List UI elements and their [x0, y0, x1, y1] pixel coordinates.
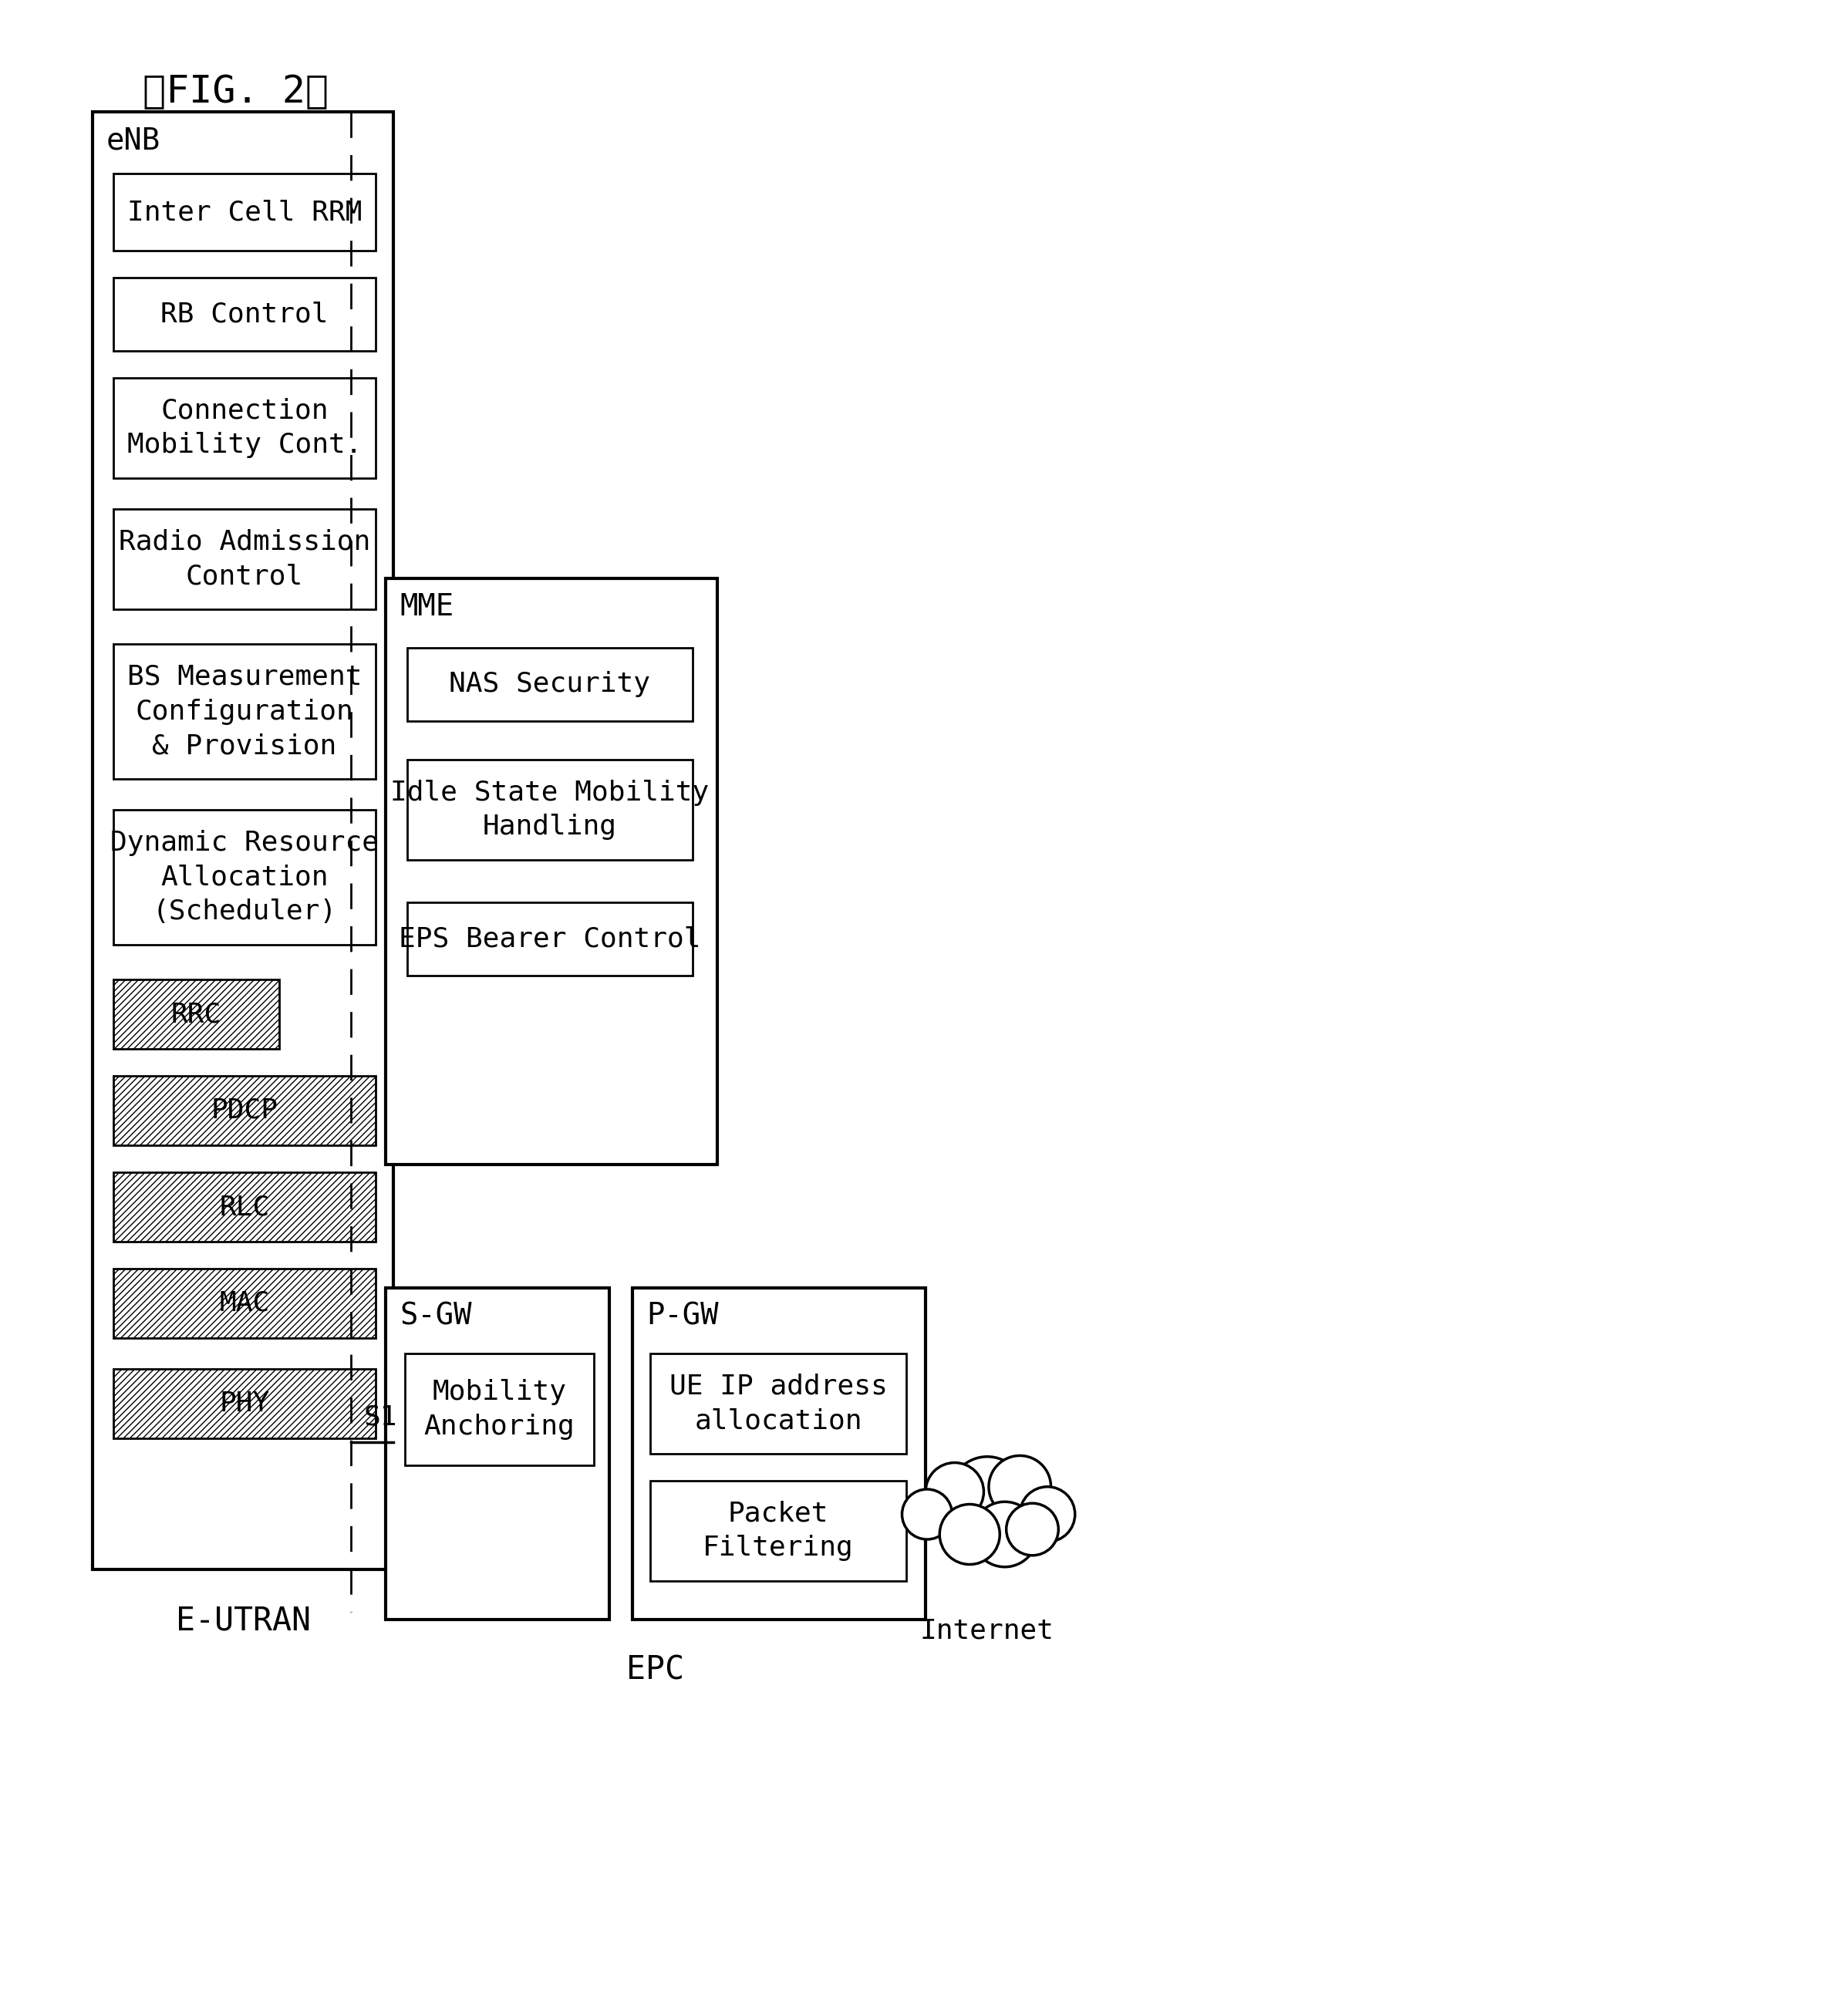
Bar [113, 644, 375, 780]
Text: S-GW: S-GW [399, 1301, 471, 1331]
Text: EPS Bearer Control: EPS Bearer Control [399, 926, 700, 952]
Text: Dynamic Resource
Allocation
(Scheduler): Dynamic Resource Allocation (Scheduler) [111, 830, 379, 926]
Bar [113, 278, 375, 352]
Circle shape [989, 1455, 1052, 1517]
Bar [405, 1353, 593, 1465]
Text: PHY: PHY [220, 1391, 270, 1417]
Text: eNB: eNB [107, 126, 161, 156]
Bar [113, 174, 375, 250]
Bar [113, 1075, 375, 1145]
Circle shape [972, 1501, 1037, 1567]
Text: E-UTRAN: E-UTRAN [176, 1603, 310, 1637]
Circle shape [950, 1457, 1026, 1531]
Text: P-GW: P-GW [647, 1301, 719, 1331]
Circle shape [939, 1505, 1000, 1565]
Circle shape [902, 1489, 952, 1539]
Circle shape [926, 1463, 983, 1521]
Bar [113, 378, 375, 478]
Text: BS Measurement
Configuration
& Provision: BS Measurement Configuration & Provision [128, 664, 362, 760]
Bar [407, 648, 693, 722]
Text: RLC: RLC [220, 1193, 270, 1219]
Text: Radio Admission
Control: Radio Admission Control [118, 530, 370, 590]
Bar [92, 112, 394, 1569]
Bar [650, 1481, 906, 1581]
Bar [632, 1287, 926, 1619]
Text: MME: MME [399, 592, 453, 622]
Bar [113, 1171, 375, 1241]
Text: Internet: Internet [920, 1617, 1055, 1643]
Bar [113, 980, 279, 1049]
Bar [386, 1287, 610, 1619]
Text: 【FIG. 2】: 【FIG. 2】 [142, 74, 329, 110]
Text: Idle State Mobility
Handling: Idle State Mobility Handling [390, 780, 710, 840]
Text: RRC: RRC [172, 1001, 222, 1027]
Text: Mobility
Anchoring: Mobility Anchoring [423, 1379, 575, 1439]
Bar [113, 810, 375, 946]
Text: Inter Cell RRM: Inter Cell RRM [128, 200, 362, 226]
Text: S1: S1 [364, 1405, 397, 1431]
Bar [407, 760, 693, 860]
Text: NAS Security: NAS Security [449, 672, 650, 698]
Circle shape [1007, 1503, 1059, 1555]
Bar [113, 510, 375, 610]
Bar [113, 1269, 375, 1337]
Text: EPC: EPC [626, 1655, 684, 1687]
Text: RB Control: RB Control [161, 302, 329, 328]
Bar [113, 1369, 375, 1439]
Bar [407, 902, 693, 976]
Text: Connection
Mobility Cont.: Connection Mobility Cont. [128, 398, 362, 458]
Text: MAC: MAC [220, 1289, 270, 1317]
Bar [386, 578, 717, 1165]
Bar [650, 1353, 906, 1453]
Text: UE IP address
allocation: UE IP address allocation [669, 1373, 887, 1433]
Circle shape [1020, 1487, 1076, 1541]
Text: Packet
Filtering: Packet Filtering [702, 1501, 854, 1561]
Text: PDCP: PDCP [211, 1097, 277, 1123]
